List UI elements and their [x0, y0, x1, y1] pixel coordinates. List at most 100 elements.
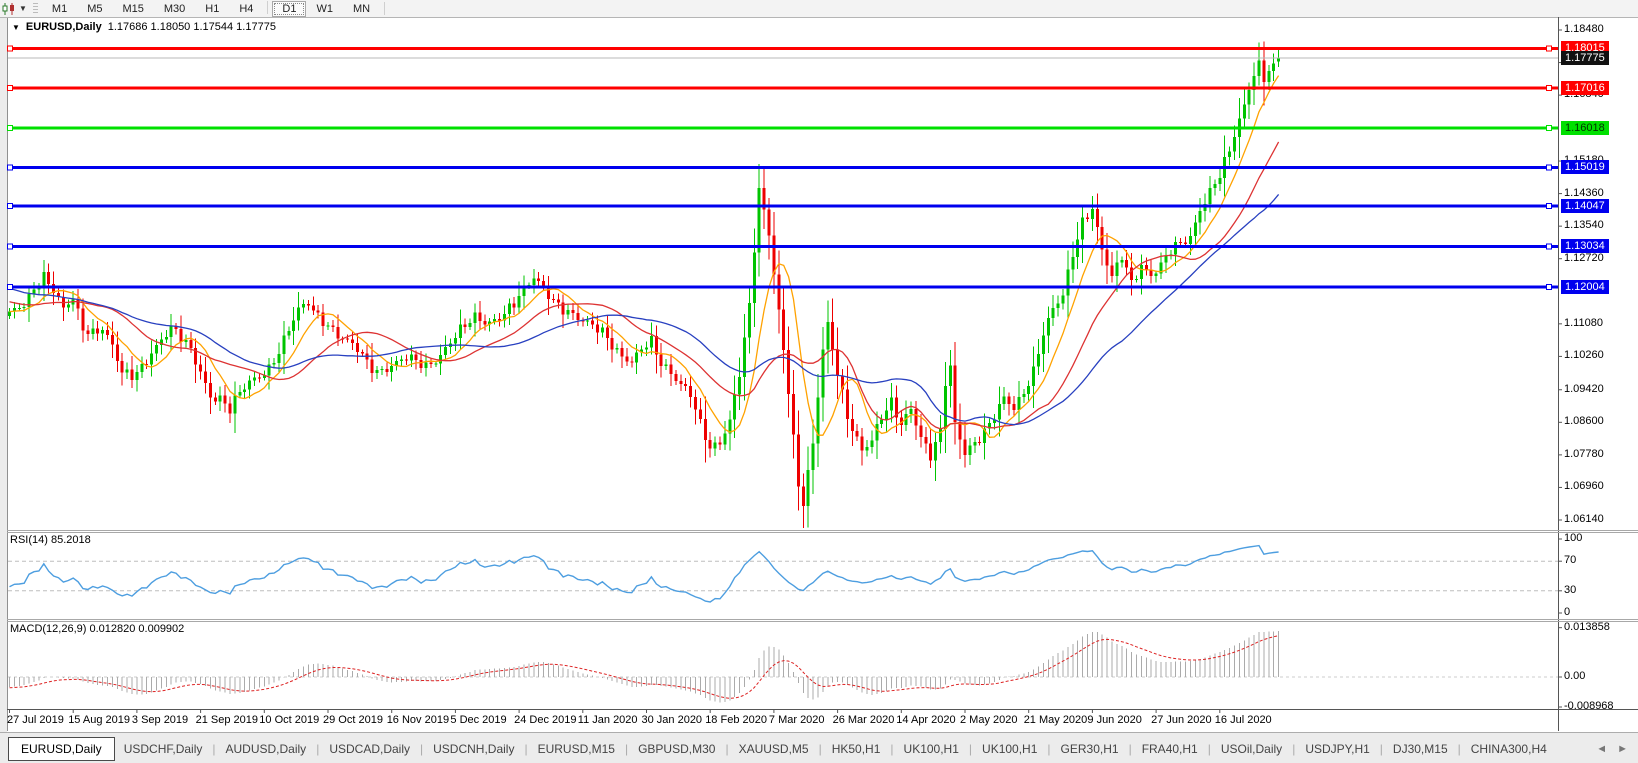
- chart-tab-usoil-daily[interactable]: USOil,Daily: [1220, 741, 1283, 756]
- price-tick-label: 1.12720: [1564, 251, 1604, 264]
- macd-tick-label: -0.008968: [1564, 700, 1614, 712]
- price-level-badge: 1.13034: [1561, 239, 1609, 254]
- tab-divider: |: [1207, 741, 1211, 756]
- price-level-badge: 1.15019: [1561, 160, 1609, 175]
- date-axis-label: 5 Dec 2019: [450, 714, 507, 726]
- price-tick-label: 1.13540: [1564, 219, 1604, 232]
- chart-title: ▼ EURUSD,Daily 1.17686 1.18050 1.17544 1…: [12, 21, 276, 33]
- chart-tab-usdjpy-h1[interactable]: USDJPY,H1: [1305, 741, 1370, 756]
- price-tick-label: 1.10260: [1564, 349, 1604, 362]
- chart-tab-bar: EURUSD,Daily USDCHF,Daily | AUDUSD,Daily | US…: [0, 732, 1638, 763]
- date-axis-label: 18 Feb 2020: [705, 714, 767, 726]
- price-tick-label: 1.06140: [1564, 513, 1604, 525]
- chart-tab-ger30-h1[interactable]: GER30,H1: [1060, 741, 1119, 756]
- macd-tick-label: 0.00: [1564, 670, 1586, 682]
- timeframe-button-m5[interactable]: M5: [87, 2, 103, 15]
- tab-divider: |: [212, 741, 216, 756]
- chart-tab-gbpusd-m30[interactable]: GBPUSD,M30: [638, 741, 716, 756]
- date-axis-label: 30 Jan 2020: [641, 714, 703, 726]
- tab-divider: |: [524, 741, 528, 756]
- chart-tab-dj30-m15[interactable]: DJ30,M15: [1392, 741, 1448, 756]
- toolbar-grip-handle[interactable]: [32, 2, 38, 15]
- candlestick-chart-icon[interactable]: [2, 2, 16, 15]
- tab-divider: |: [1457, 741, 1461, 756]
- timeframe-button-d1[interactable]: D1: [272, 0, 307, 17]
- chart-tab-usdcad-daily[interactable]: USDCAD,Daily: [329, 741, 410, 756]
- chart-tab-usdcnh-daily[interactable]: USDCNH,Daily: [433, 741, 515, 756]
- tab-divider: |: [1379, 741, 1383, 756]
- date-axis-label: 16 Nov 2019: [386, 714, 450, 726]
- price-level-badge: 1.17016: [1561, 81, 1609, 96]
- price-tick-label: 1.18480: [1564, 23, 1604, 35]
- chart-tab-china300-h4[interactable]: CHINA300,H4: [1470, 741, 1547, 756]
- tab-scroll-arrows: ◄ ►: [1596, 743, 1628, 755]
- tab-divider: |: [1047, 741, 1051, 756]
- tab-divider: |: [725, 741, 729, 756]
- chart-tab-usdchf-daily[interactable]: USDCHF,Daily: [123, 741, 203, 756]
- date-axis-label: 9 Jun 2020: [1087, 714, 1142, 726]
- timeframe-button-mn[interactable]: MN: [352, 2, 371, 15]
- price-tick-label: 1.14360: [1564, 186, 1604, 199]
- price-level-badge: 1.12004: [1561, 280, 1609, 295]
- date-axis-label: 27 Jul 2019: [7, 714, 64, 726]
- date-axis-label: 14 Apr 2020: [896, 714, 956, 726]
- date-axis-label: 26 Mar 2020: [832, 714, 895, 726]
- timeframe-button-m1[interactable]: M1: [51, 2, 68, 15]
- tab-divider: |: [968, 741, 973, 756]
- current-price-badge: 1.17775: [1561, 50, 1609, 65]
- date-axis-label: 10 Oct 2019: [259, 714, 320, 726]
- rsi-tick-label: 30: [1564, 583, 1577, 596]
- date-axis-label: 2 May 2020: [960, 714, 1018, 726]
- date-axis-label: 21 Sep 2019: [195, 714, 258, 726]
- symbol-collapse-icon[interactable]: ▼: [12, 22, 20, 32]
- chart-ohlc-values: 1.17686 1.18050 1.17544 1.17775: [107, 21, 276, 33]
- timeframe-button-h4[interactable]: H4: [239, 2, 254, 15]
- chart-type-dropdown-caret-icon[interactable]: ▼: [19, 4, 27, 13]
- toolbar-separator: [384, 2, 386, 15]
- date-axis-label: 24 Dec 2019: [514, 714, 577, 726]
- chart-tab-eurusd-daily[interactable]: EURUSD,Daily: [8, 736, 115, 761]
- timeframe-button-h1[interactable]: H1: [205, 2, 220, 15]
- chart-tab-uk100-h1[interactable]: UK100,H1: [982, 741, 1038, 756]
- chart-tab-xauusd-m5[interactable]: XAUUSD,M5: [738, 741, 809, 756]
- date-axis-label: 3 Sep 2019: [131, 714, 189, 726]
- chart-tab-eurusd-m15[interactable]: EURUSD,M15: [537, 741, 615, 756]
- price-level-badge: 1.16018: [1561, 120, 1609, 135]
- date-axis-label: 7 Mar 2020: [768, 714, 825, 726]
- timeframe-button-w1[interactable]: W1: [316, 2, 333, 15]
- chart-tab-hk50-h1[interactable]: HK50,H1: [831, 741, 881, 756]
- tab-divider: |: [624, 741, 629, 756]
- timeframe-button-m30[interactable]: M30: [163, 2, 186, 15]
- tab-scroll-left-icon[interactable]: ◄: [1596, 742, 1608, 755]
- tab-divider: |: [890, 741, 894, 756]
- timeframe-button-m15[interactable]: M15: [122, 2, 144, 15]
- tab-divider: |: [818, 741, 822, 756]
- date-axis-label: 29 Oct 2019: [323, 714, 383, 726]
- tab-divider: |: [420, 741, 424, 756]
- tab-divider: |: [1292, 741, 1296, 756]
- price-tick-label: 1.07780: [1564, 447, 1604, 460]
- rsi-indicator-label: RSI(14) 85.2018: [10, 534, 91, 546]
- price-tick-label: 1.08600: [1564, 415, 1604, 428]
- date-axis-label: 27 Jun 2020: [1151, 714, 1212, 726]
- macd-tick-label: 0.013858: [1564, 620, 1610, 633]
- price-tick-label: 1.11080: [1564, 316, 1603, 329]
- date-axis-label: 15 Aug 2019: [68, 714, 130, 726]
- price-tick-label: 1.06960: [1564, 480, 1604, 493]
- chart-tab-audusd-daily[interactable]: AUDUSD,Daily: [225, 741, 307, 756]
- date-axis-label: 21 May 2020: [1023, 714, 1088, 726]
- chart-tab-fra40-h1[interactable]: FRA40,H1: [1141, 741, 1198, 756]
- chart-symbol: EURUSD,Daily: [25, 21, 102, 33]
- price-tick-label: 1.09420: [1564, 382, 1604, 395]
- tab-scroll-right-icon[interactable]: ►: [1617, 742, 1628, 755]
- chart-tabs: EURUSD,Daily USDCHF,Daily | AUDUSD,Daily | US…: [0, 736, 1556, 761]
- tab-divider: |: [316, 741, 320, 756]
- rsi-tick-label: 70: [1564, 554, 1577, 567]
- date-axis-label: 16 Jul 2020: [1214, 714, 1272, 726]
- rsi-tick-label: 0: [1564, 606, 1571, 618]
- price-level-badge: 1.14047: [1561, 199, 1609, 214]
- toolbar-separator: [267, 0, 269, 14]
- chart-tab-uk100-h1[interactable]: UK100,H1: [903, 741, 959, 756]
